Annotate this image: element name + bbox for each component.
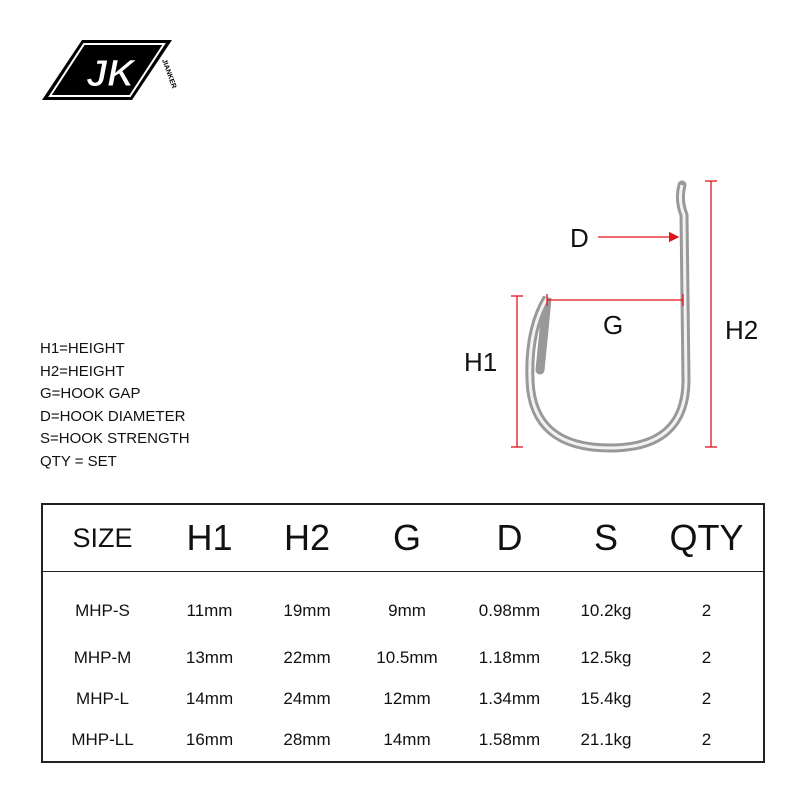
header-h2: H2 bbox=[257, 504, 357, 572]
jianker-logo: JK JIANKER bbox=[42, 40, 177, 100]
table-row: MHP-M 13mm 22mm 10.5mm 1.18mm 12.5kg 2 bbox=[42, 638, 764, 679]
legend-s: S=HOOK STRENGTH bbox=[40, 430, 190, 447]
cell-qty: 2 bbox=[701, 688, 712, 708]
logo-text: JK bbox=[86, 53, 137, 95]
cell-qty: 2 bbox=[701, 730, 712, 750]
cell-size: MHP-S bbox=[75, 600, 130, 620]
cell-qty: 2 bbox=[701, 600, 712, 620]
legend-qty: QTY = SET bbox=[40, 452, 117, 470]
cell-g: 12mm bbox=[383, 688, 431, 708]
hook-diagram bbox=[511, 180, 717, 453]
cell-d: 1.18mm bbox=[478, 648, 541, 668]
cell-qty: 2 bbox=[701, 648, 712, 668]
legend-h1: H1=HEIGHT bbox=[40, 340, 125, 357]
header-size: SIZE bbox=[42, 504, 162, 572]
cell-h2: 19mm bbox=[283, 600, 331, 620]
label-g: G bbox=[603, 310, 624, 340]
cell-size: MHP-LL bbox=[71, 730, 134, 750]
dimension-legend: H1=HEIGHT H2=HEIGHT G=HOOK GAP D=HOOK DI… bbox=[40, 338, 190, 473]
table-row: MHP-S 11mm 19mm 9mm 0.98mm 10.2kg 2 bbox=[42, 572, 764, 638]
cell-d: 0.98mm bbox=[478, 600, 541, 620]
cell-size: MHP-L bbox=[76, 688, 129, 708]
cell-h2: 22mm bbox=[283, 648, 331, 668]
cell-s: 21.1kg bbox=[580, 730, 632, 750]
cell-h1: 11mm bbox=[186, 600, 233, 620]
header-g: G bbox=[357, 504, 457, 572]
cell-s: 12.5kg bbox=[580, 648, 632, 668]
header-h1: H1 bbox=[162, 504, 257, 572]
cell-h1: 16mm bbox=[185, 730, 234, 750]
cell-g: 10.5mm bbox=[376, 648, 438, 668]
cell-d: 1.58mm bbox=[478, 730, 541, 750]
legend-g: G=HOOK GAP bbox=[40, 385, 141, 402]
cell-h2: 24mm bbox=[283, 688, 331, 708]
cell-h1: 13mm bbox=[185, 648, 234, 668]
table-row: MHP-LL 16mm 28mm 14mm 1.58mm 21.1kg 2 bbox=[42, 719, 764, 762]
spec-table: SIZE H1 H2 G D S QTY MHP-S 11mm 19mm 9mm… bbox=[41, 503, 765, 763]
cell-h2: 28mm bbox=[283, 730, 331, 750]
cell-s: 15.4kg bbox=[580, 688, 632, 708]
header-qty: QTY bbox=[650, 504, 764, 572]
cell-g: 14mm bbox=[383, 730, 431, 750]
cell-size: MHP-M bbox=[73, 648, 132, 668]
cell-g: 9mm bbox=[388, 600, 426, 620]
cell-d: 1.34mm bbox=[478, 688, 541, 708]
header-s: S bbox=[562, 504, 650, 572]
legend-h2: H2=HEIGHT bbox=[40, 362, 125, 380]
table-row: MHP-L 14mm 24mm 12mm 1.34mm 15.4kg 2 bbox=[42, 678, 764, 719]
header-d: D bbox=[457, 504, 562, 572]
label-h2: H2 bbox=[725, 315, 759, 345]
cell-h1: 14mm bbox=[185, 688, 234, 708]
table-header-row: SIZE H1 H2 G D S QTY bbox=[42, 504, 764, 572]
label-h1: H1 bbox=[464, 347, 498, 377]
label-d: D bbox=[570, 223, 589, 253]
cell-s: 10.2kg bbox=[580, 600, 632, 620]
legend-d: D=HOOK DIAMETER bbox=[40, 407, 186, 425]
